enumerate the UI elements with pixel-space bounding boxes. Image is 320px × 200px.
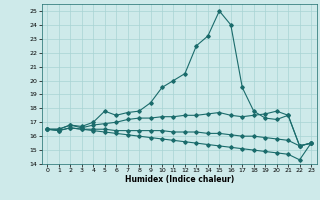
X-axis label: Humidex (Indice chaleur): Humidex (Indice chaleur) <box>124 175 234 184</box>
